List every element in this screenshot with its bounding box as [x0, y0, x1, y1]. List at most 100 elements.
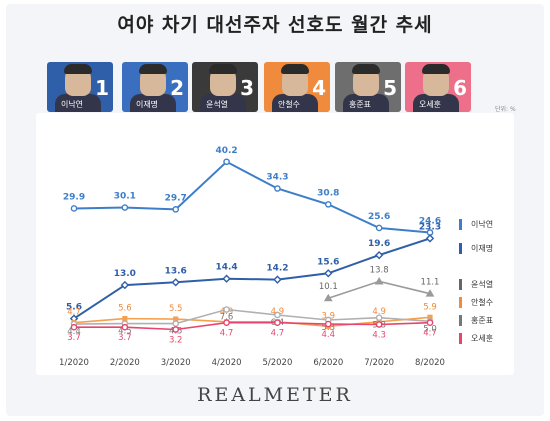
data-label: 29.9	[63, 192, 85, 202]
x-tick-label: 1/2020	[59, 358, 89, 368]
candidate-suit	[272, 94, 318, 112]
candidate-number: 2	[170, 76, 184, 100]
data-label: 14.4	[215, 263, 237, 273]
data-label: 34.3	[266, 173, 288, 183]
data-point	[121, 323, 129, 331]
candidate-number: 3	[240, 76, 254, 100]
data-point	[375, 224, 383, 232]
data-label: 10.1	[319, 282, 338, 292]
candidate-number: 6	[453, 76, 467, 100]
data-label: 5.3	[322, 323, 336, 333]
data-label: 19.6	[368, 239, 390, 249]
legend-label: 안철수	[471, 298, 494, 307]
candidate-card-5: 홍준표 5	[335, 62, 401, 112]
data-label: 5.6	[66, 303, 82, 313]
data-label: 15.6	[317, 257, 339, 267]
x-tick-label: 5/2020	[262, 358, 292, 368]
candidate-card-6: 오세훈 6	[405, 62, 471, 112]
data-point	[426, 319, 434, 326]
data-label: 23.3	[419, 222, 441, 232]
data-label: 4.4	[322, 330, 336, 340]
data-point	[172, 326, 180, 333]
candidate-name: 윤석열	[205, 100, 229, 109]
data-label: 11.1	[421, 278, 440, 288]
data-point	[222, 274, 231, 283]
data-point	[121, 204, 129, 211]
candidate-card-3: 윤석열 3	[192, 62, 258, 112]
data-point	[274, 319, 281, 326]
realmeter-logo: REALMETER	[197, 384, 353, 406]
data-point	[173, 316, 179, 322]
data-point	[274, 311, 281, 319]
series-line	[73, 308, 431, 325]
data-point	[375, 321, 383, 328]
candidate-photo	[64, 64, 92, 74]
candidate-photo	[209, 64, 237, 74]
candidate-suit	[200, 94, 246, 112]
data-label: 4.7	[423, 329, 437, 339]
data-label: 4.3	[372, 331, 386, 341]
candidate-name: 안철수	[277, 100, 301, 109]
candidate-number: 4	[312, 76, 326, 100]
candidate-suit	[343, 94, 389, 112]
data-point	[223, 306, 230, 313]
data-label: 4.7	[67, 308, 81, 318]
legend-label: 홍준표	[471, 316, 494, 325]
data-point	[425, 289, 435, 297]
data-point	[427, 314, 433, 320]
x-tick-label: 4/2020	[212, 358, 242, 368]
data-label: 4.7	[271, 329, 285, 339]
data-label: 25.6	[368, 212, 390, 222]
legend-swatch	[459, 219, 462, 230]
data-point	[70, 205, 78, 212]
chart-title: 여야 차기 대선주자 선호도 월간 추세	[117, 14, 433, 36]
data-label: 5.0	[423, 324, 437, 334]
data-label: 4.4	[67, 327, 81, 337]
candidate-photo	[281, 64, 309, 74]
data-label: 3.9	[322, 311, 336, 321]
data-point	[374, 250, 384, 260]
x-tick-label: 6/2020	[313, 358, 343, 368]
data-label: 13.8	[370, 265, 389, 275]
candidate-suit	[413, 94, 459, 112]
data-point	[273, 275, 282, 284]
data-label: 5.6	[118, 304, 132, 314]
candidate-suit	[130, 94, 176, 112]
candidate-name: 이재명	[135, 100, 159, 109]
data-point	[324, 320, 332, 328]
data-label: 30.8	[317, 188, 339, 198]
data-label: 4.9	[372, 307, 386, 317]
data-point	[274, 185, 281, 192]
data-label: 3.2	[169, 335, 183, 345]
candidate-photo	[139, 64, 167, 74]
data-label: 3.7	[67, 333, 81, 343]
candidate-card-1: 이낙연 1	[47, 62, 113, 112]
legend-swatch	[459, 315, 462, 326]
plot-panel	[36, 113, 514, 375]
data-label: 3.7	[118, 333, 132, 343]
data-label: 4.5	[118, 327, 132, 337]
data-point	[122, 316, 128, 322]
data-point	[172, 320, 180, 327]
data-label: 29.7	[165, 193, 187, 203]
data-point	[375, 314, 383, 322]
legend-swatch	[459, 333, 462, 344]
legend-label: 이재명	[471, 244, 494, 253]
data-label: 40.2	[215, 146, 237, 156]
data-point	[374, 276, 384, 285]
unit-label: 단위: %	[495, 106, 516, 113]
x-tick-label: 7/2020	[364, 358, 394, 368]
data-point	[120, 280, 130, 290]
data-label: 13.0	[114, 269, 136, 279]
legend-swatch	[459, 243, 462, 254]
data-point	[324, 269, 333, 278]
candidate-name: 홍준표	[348, 100, 372, 109]
data-point	[223, 319, 230, 326]
data-label: 5.5	[169, 304, 183, 314]
candidate-photo	[422, 64, 450, 74]
legend-label: 윤석열	[471, 280, 494, 289]
data-label: 14.2	[266, 264, 288, 274]
legend-label: 오세훈	[471, 334, 494, 343]
x-tick-label: 3/2020	[161, 358, 191, 368]
